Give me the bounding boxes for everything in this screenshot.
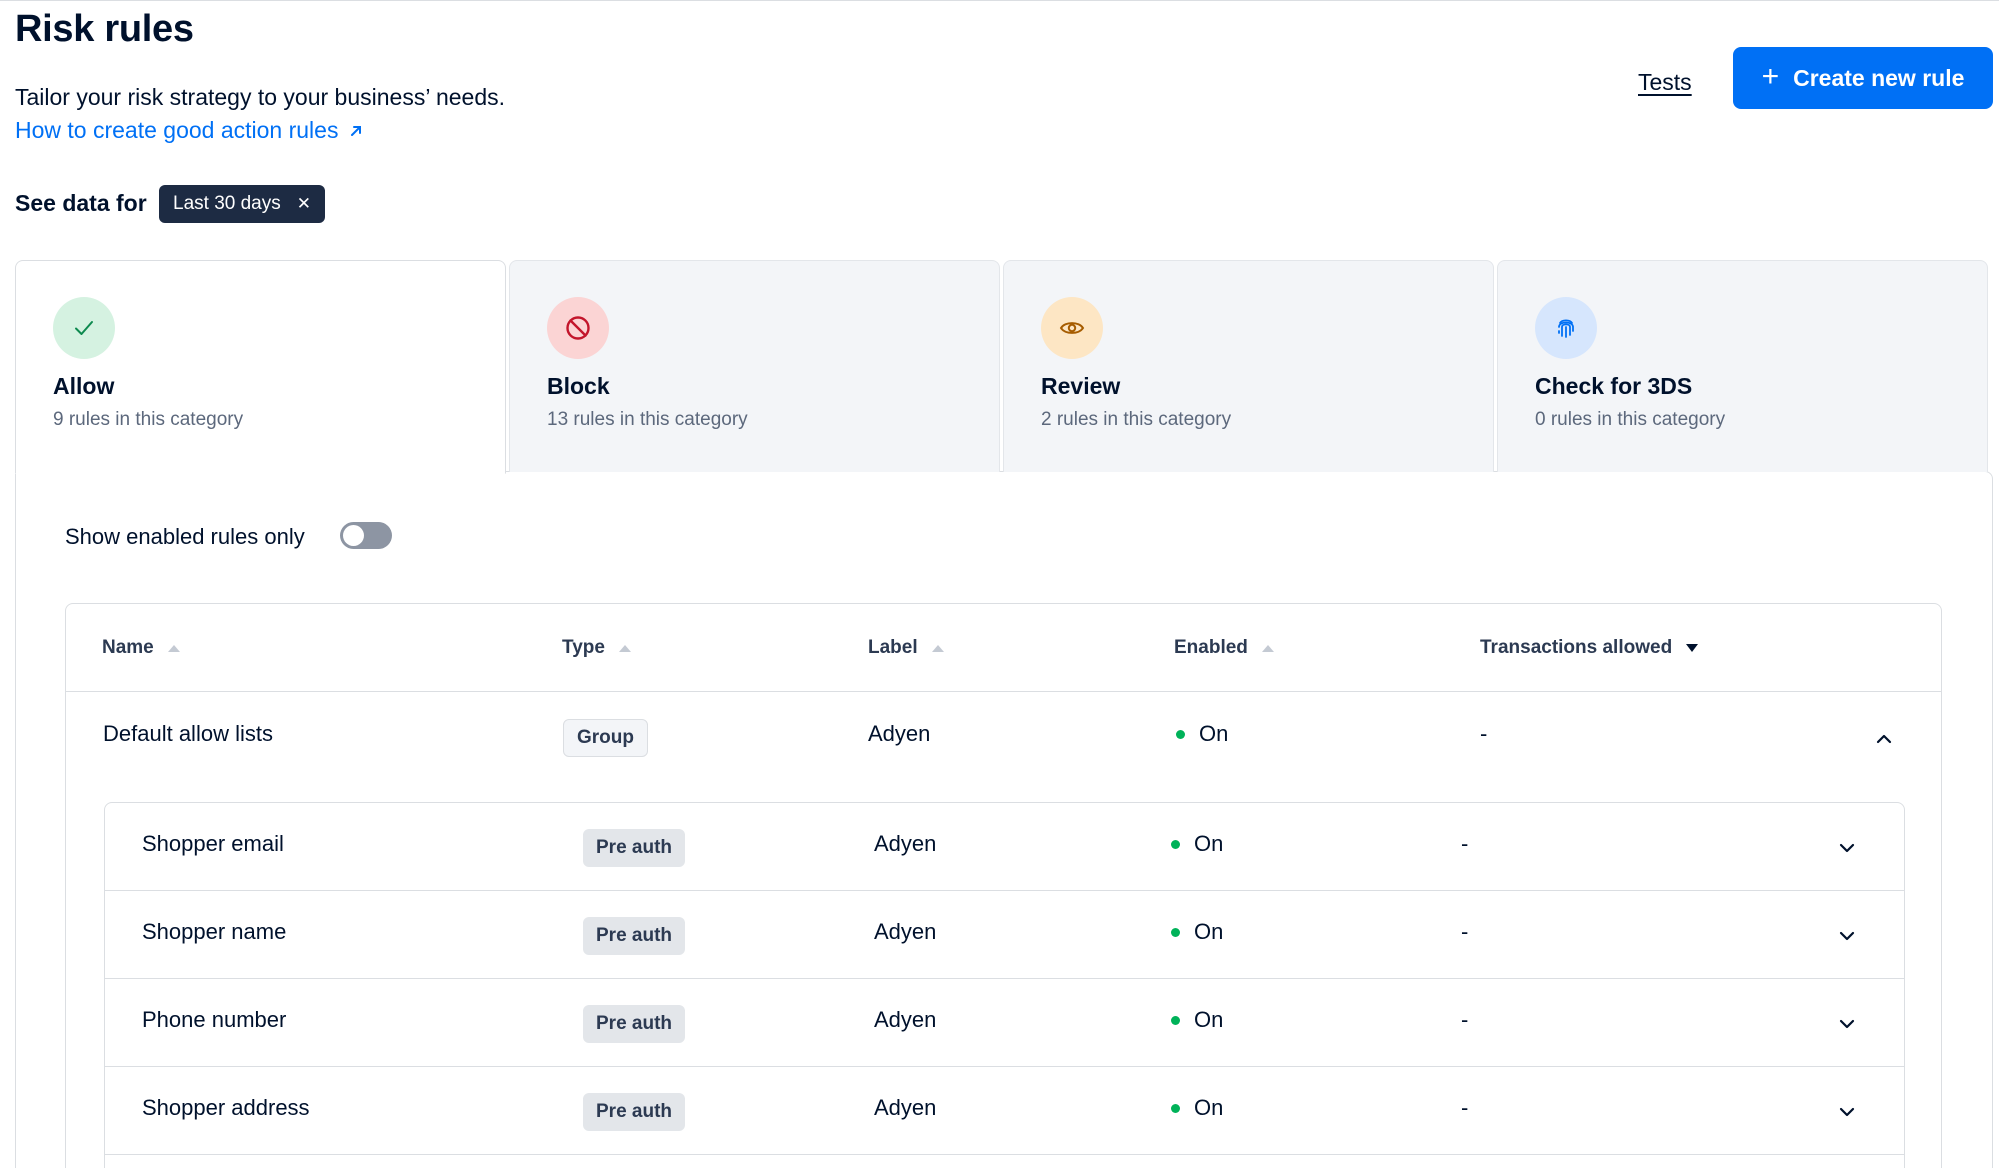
status-dot xyxy=(1176,729,1185,739)
chevron-up-icon[interactable] xyxy=(1874,729,1894,749)
group-name: Default allow lists xyxy=(103,721,273,746)
status-dot xyxy=(1171,1103,1180,1113)
type-badge: Pre auth xyxy=(583,1093,686,1131)
table-row[interactable]: Shopper email Pre auth Adyen On - xyxy=(105,803,1904,891)
rule-transactions: - xyxy=(1461,831,1469,856)
toggle-knob xyxy=(343,525,364,546)
rule-status: On xyxy=(1171,1007,1223,1033)
type-badge: Group xyxy=(563,719,648,757)
group-enabled: On xyxy=(1199,721,1229,746)
rule-status: On xyxy=(1171,919,1223,945)
help-link-label: How to create good action rules xyxy=(15,117,339,143)
rule-label: Adyen xyxy=(874,919,937,944)
see-data-label: See data for xyxy=(15,190,147,216)
column-type-label: Type xyxy=(562,637,605,658)
rule-enabled: On xyxy=(1194,1095,1224,1120)
close-icon[interactable]: ✕ xyxy=(296,194,311,213)
page-subtitle: Tailor your risk strategy to your busine… xyxy=(15,84,506,110)
sort-up-icon xyxy=(931,644,944,652)
group-rules-subtable: Shopper email Pre auth Adyen On - Shoppe… xyxy=(104,802,1905,1168)
group-row[interactable]: Default allow lists Group Adyen On - xyxy=(66,692,1941,802)
rule-transactions: - xyxy=(1461,1095,1469,1120)
tab-check-3ds[interactable]: Check for 3DS 0 rules in this category xyxy=(1497,260,1988,472)
tests-link[interactable]: Tests xyxy=(1638,69,1692,95)
date-filter-chip[interactable]: Last 30 days ✕ xyxy=(159,185,325,223)
rule-label: Adyen xyxy=(874,1007,937,1032)
rule-enabled: On xyxy=(1194,831,1224,856)
status-dot xyxy=(1171,927,1180,937)
table-row[interactable]: Shopper name Pre auth Adyen On - xyxy=(105,891,1904,979)
check-icon xyxy=(53,297,115,359)
tab-review[interactable]: Review 2 rules in this category xyxy=(1003,260,1494,472)
rule-name: Phone number xyxy=(142,1007,287,1032)
rule-name: Shopper address xyxy=(142,1095,310,1120)
rule-status: On xyxy=(1171,1095,1223,1121)
create-new-rule-button[interactable]: + Create new rule xyxy=(1733,47,1993,109)
top-divider xyxy=(0,0,1999,1)
type-badge: Pre auth xyxy=(583,1005,686,1043)
rule-enabled: On xyxy=(1194,1007,1224,1032)
sort-up-icon xyxy=(167,644,180,652)
tab-check-3ds-title: Check for 3DS xyxy=(1535,373,1693,399)
rules-panel xyxy=(15,471,1993,1168)
rule-status: On xyxy=(1171,831,1223,857)
tab-review-subtitle: 2 rules in this category xyxy=(1041,409,1232,430)
column-header-label[interactable]: Label xyxy=(868,637,944,659)
rules-table: Name Type Label Enabled Transactions all… xyxy=(65,603,1942,1168)
external-link-icon xyxy=(351,125,362,136)
tab-allow[interactable]: Allow 9 rules in this category xyxy=(15,260,506,474)
sort-up-icon xyxy=(1261,644,1274,652)
rule-label: Adyen xyxy=(874,831,937,856)
rule-name: Shopper email xyxy=(142,831,284,856)
tab-block-title: Block xyxy=(547,373,610,399)
chevron-down-icon[interactable] xyxy=(1837,1102,1857,1122)
category-tabs: Allow 9 rules in this category Block 13 … xyxy=(15,260,1993,474)
tab-block[interactable]: Block 13 rules in this category xyxy=(509,260,1000,472)
group-transactions: - xyxy=(1480,721,1488,746)
chevron-down-icon[interactable] xyxy=(1837,838,1857,858)
rule-name: Shopper name xyxy=(142,919,287,944)
help-link[interactable]: How to create good action rules xyxy=(15,117,364,144)
tab-review-title: Review xyxy=(1041,373,1121,399)
tab-check-3ds-subtitle: 0 rules in this category xyxy=(1535,409,1726,430)
sort-down-icon xyxy=(1686,644,1699,652)
column-label-label: Label xyxy=(868,637,918,658)
column-transactions-label: Transactions allowed xyxy=(1480,637,1673,658)
date-filter-label: Last 30 days xyxy=(173,193,281,214)
column-header-name[interactable]: Name xyxy=(102,637,180,659)
tab-allow-title: Allow xyxy=(53,373,115,399)
tab-allow-subtitle: 9 rules in this category xyxy=(53,409,244,430)
sort-up-icon xyxy=(618,644,631,652)
chevron-down-icon[interactable] xyxy=(1837,1014,1857,1034)
status-dot xyxy=(1171,839,1180,849)
block-icon xyxy=(547,297,609,359)
group-label: Adyen xyxy=(868,721,931,746)
column-header-type[interactable]: Type xyxy=(562,637,631,659)
rule-transactions: - xyxy=(1461,1007,1469,1032)
create-new-rule-label: Create new rule xyxy=(1793,64,1965,91)
status-dot xyxy=(1171,1015,1180,1025)
table-row[interactable]: Phone number Pre auth Adyen On - xyxy=(105,979,1904,1067)
column-name-label: Name xyxy=(102,637,154,658)
chevron-down-icon[interactable] xyxy=(1837,926,1857,946)
table-row[interactable]: Shopper address Pre auth Adyen On - xyxy=(105,1067,1904,1155)
type-badge: Pre auth xyxy=(583,917,686,955)
rule-enabled: On xyxy=(1194,919,1224,944)
group-status: On xyxy=(1176,721,1228,747)
type-badge: Pre auth xyxy=(583,829,686,867)
enabled-only-toggle[interactable] xyxy=(340,522,392,549)
enabled-only-label: Show enabled rules only xyxy=(65,524,305,549)
eye-icon xyxy=(1041,297,1103,359)
column-enabled-label: Enabled xyxy=(1174,637,1248,658)
rule-label: Adyen xyxy=(874,1095,937,1120)
column-header-enabled[interactable]: Enabled xyxy=(1174,637,1274,659)
plus-icon: + xyxy=(1761,59,1780,93)
column-header-transactions[interactable]: Transactions allowed xyxy=(1480,637,1699,659)
tab-block-subtitle: 13 rules in this category xyxy=(547,409,748,430)
page-title: Risk rules xyxy=(15,8,194,50)
table-header: Name Type Label Enabled Transactions all… xyxy=(66,604,1941,692)
fingerprint-icon xyxy=(1535,297,1597,359)
rule-transactions: - xyxy=(1461,919,1469,944)
